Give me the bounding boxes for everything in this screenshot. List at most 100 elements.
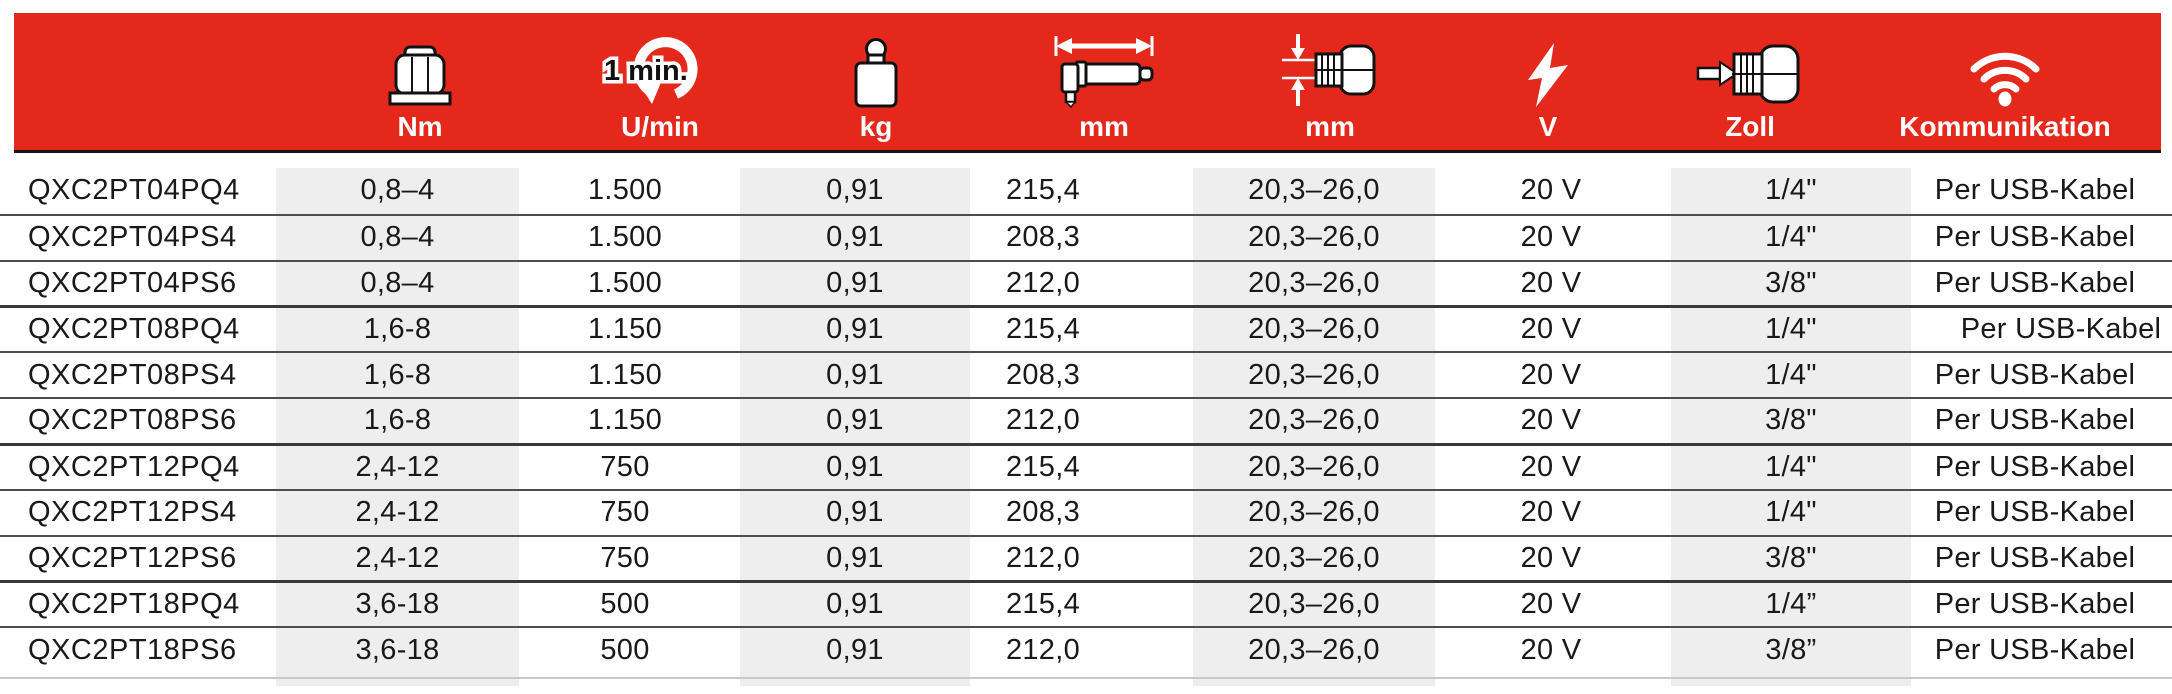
torque-cell: 1,6-8: [276, 353, 519, 398]
weight-cell: 0,91: [740, 215, 970, 260]
weight-cell: 0,91: [740, 445, 970, 489]
table-row: QXC2PT18PS6 3,6-18 500 0,91 212,0 20,3–2…: [0, 626, 2172, 672]
voltage-cell: 20 V: [1520, 541, 1582, 574]
table-row: QXC2PT04PS4 0,8–4 1.500 0,91 208,3 20,3–…: [0, 213, 2172, 260]
header-col-voltage: V: [1398, 13, 1698, 150]
hex-nut-icon: [382, 44, 458, 108]
unit-label: mm: [1305, 111, 1355, 142]
voltage-cell: 20 V: [1520, 358, 1582, 391]
torque-cell: 0,8–4: [276, 168, 519, 214]
communication-cell: Per USB-Kabel: [1934, 358, 2136, 391]
torque-cell: 0,8–4: [276, 215, 519, 260]
rotation-arrow-icon: 1 min.: [602, 30, 718, 108]
voltage-cell: 20 V: [1520, 313, 1582, 346]
diameter-cell: 20,3–26,0: [1193, 583, 1435, 627]
diameter-cell: 20,3–26,0: [1193, 536, 1435, 581]
speed-cell: 1.150: [587, 313, 663, 346]
header-col-torque: Nm: [270, 13, 570, 150]
header-col-weight: kg: [726, 13, 1026, 150]
communication-cell: Per USB-Kabel: [1934, 404, 2136, 437]
communication-cell: Per USB-Kabel: [1934, 267, 2136, 300]
speed-cell: 750: [600, 496, 650, 529]
weight-cell: 0,91: [740, 308, 970, 352]
speed-cell: 750: [600, 450, 650, 483]
tool-length-arrow-icon: [1042, 34, 1166, 108]
voltage-cell: 20 V: [1520, 496, 1582, 529]
stripe-tail: [740, 672, 970, 686]
table-row: QXC2PT12PQ4 2,4-12 750 0,91 215,4 20,3–2…: [0, 442, 2172, 489]
model-cell: QXC2PT08PS6: [28, 404, 237, 437]
table-row: QXC2PT18PQ4 3,6-18 500 0,91 215,4 20,3–2…: [0, 580, 2172, 627]
model-cell: QXC2PT04PS6: [28, 267, 237, 300]
model-cell: QXC2PT18PS6: [28, 633, 237, 666]
communication-cell: Per USB-Kabel: [1934, 588, 2136, 621]
stripe-tail: [1671, 672, 1911, 686]
weight-cell: 0,91: [740, 490, 970, 535]
speed-cell: 1.500: [587, 221, 663, 254]
model-cell: QXC2PT18PQ4: [28, 588, 240, 621]
communication-cell: Per USB-Kabel: [1934, 541, 2136, 574]
length-cell: 212,0: [1005, 267, 1081, 300]
torque-cell: 2,4-12: [276, 490, 519, 535]
communication-cell: Per USB-Kabel: [1934, 174, 2136, 207]
length-cell: 215,4: [1005, 174, 1081, 207]
voltage-cell: 20 V: [1520, 450, 1582, 483]
weight-cell: 0,91: [740, 628, 970, 672]
voltage-cell: 20 V: [1520, 267, 1582, 300]
diameter-cell: 20,3–26,0: [1193, 215, 1435, 260]
diameter-cell: 20,3–26,0: [1193, 399, 1435, 443]
communication-cell: Per USB-Kabel: [1934, 496, 2136, 529]
model-cell: QXC2PT04PS4: [28, 221, 237, 254]
voltage-cell: 20 V: [1520, 633, 1582, 666]
stripe-tail: [1193, 672, 1435, 686]
weight-cell: 0,91: [740, 261, 970, 306]
speed-cell: 1.500: [587, 267, 663, 300]
drive-size-cell: 3/8": [1671, 261, 1911, 306]
unit-label: Kommunikation: [1899, 111, 2111, 142]
header-col-drive: Zoll: [1600, 13, 1900, 150]
length-cell: 208,3: [1005, 358, 1081, 391]
weight-cell: 0,91: [740, 536, 970, 581]
model-cell: QXC2PT12PQ4: [28, 450, 240, 483]
table-row: QXC2PT08PS4 1,6-8 1.150 0,91 208,3 20,3–…: [0, 351, 2172, 398]
table-row: QXC2PT08PS6 1,6-8 1.150 0,91 212,0 20,3–…: [0, 397, 2172, 443]
torque-cell: 1,6-8: [276, 308, 519, 352]
diameter-cell: 20,3–26,0: [1193, 490, 1435, 535]
voltage-cell: 20 V: [1520, 221, 1582, 254]
drive-size-cell: 3/8": [1671, 536, 1911, 581]
weight-cell: 0,91: [740, 353, 970, 398]
speed-cell: 500: [600, 588, 650, 621]
torque-cell: 2,4-12: [276, 445, 519, 489]
unit-label: mm: [1079, 111, 1129, 142]
speed-cell: 500: [600, 633, 650, 666]
chuck-insert-icon: [1696, 40, 1804, 108]
speed-cell: 1.150: [587, 404, 663, 437]
diameter-cell: 20,3–26,0: [1193, 168, 1435, 214]
diameter-cell: 20,3–26,0: [1193, 308, 1435, 352]
communication-cell: Per USB-Kabel: [1934, 633, 2136, 666]
diameter-cell: 20,3–26,0: [1193, 353, 1435, 398]
chuck-diameter-icon: [1276, 32, 1384, 108]
length-cell: 212,0: [1005, 404, 1081, 437]
communication-cell: Per USB-Kabel: [1934, 221, 2136, 254]
stripe-tail: [276, 672, 519, 686]
model-cell: QXC2PT08PQ4: [28, 313, 240, 346]
table-bottom-rule: [0, 677, 2172, 679]
drive-size-cell: 3/8": [1671, 399, 1911, 443]
drive-size-cell: 1/4": [1671, 445, 1911, 489]
model-cell: QXC2PT04PQ4: [28, 174, 240, 207]
voltage-cell: 20 V: [1520, 174, 1582, 207]
table-body: QXC2PT04PQ4 0,8–4 1.500 0,91 215,4 20,3–…: [0, 168, 2172, 686]
drive-size-cell: 1/4”: [1671, 583, 1911, 627]
drive-size-cell: 1/4": [1671, 308, 1911, 352]
drive-size-cell: 3/8”: [1671, 628, 1911, 672]
torque-cell: 3,6-18: [276, 628, 519, 672]
header-col-diameter: mm: [1180, 13, 1480, 150]
model-cell: QXC2PT12PS4: [28, 496, 237, 529]
table-row: QXC2PT04PQ4 0,8–4 1.500 0,91 215,4 20,3–…: [0, 168, 2172, 214]
torque-cell: 0,8–4: [276, 261, 519, 306]
unit-label: kg: [859, 111, 893, 142]
table-header: Nm 1 min. U/min kg: [14, 13, 2161, 153]
length-cell: 215,4: [1005, 450, 1081, 483]
